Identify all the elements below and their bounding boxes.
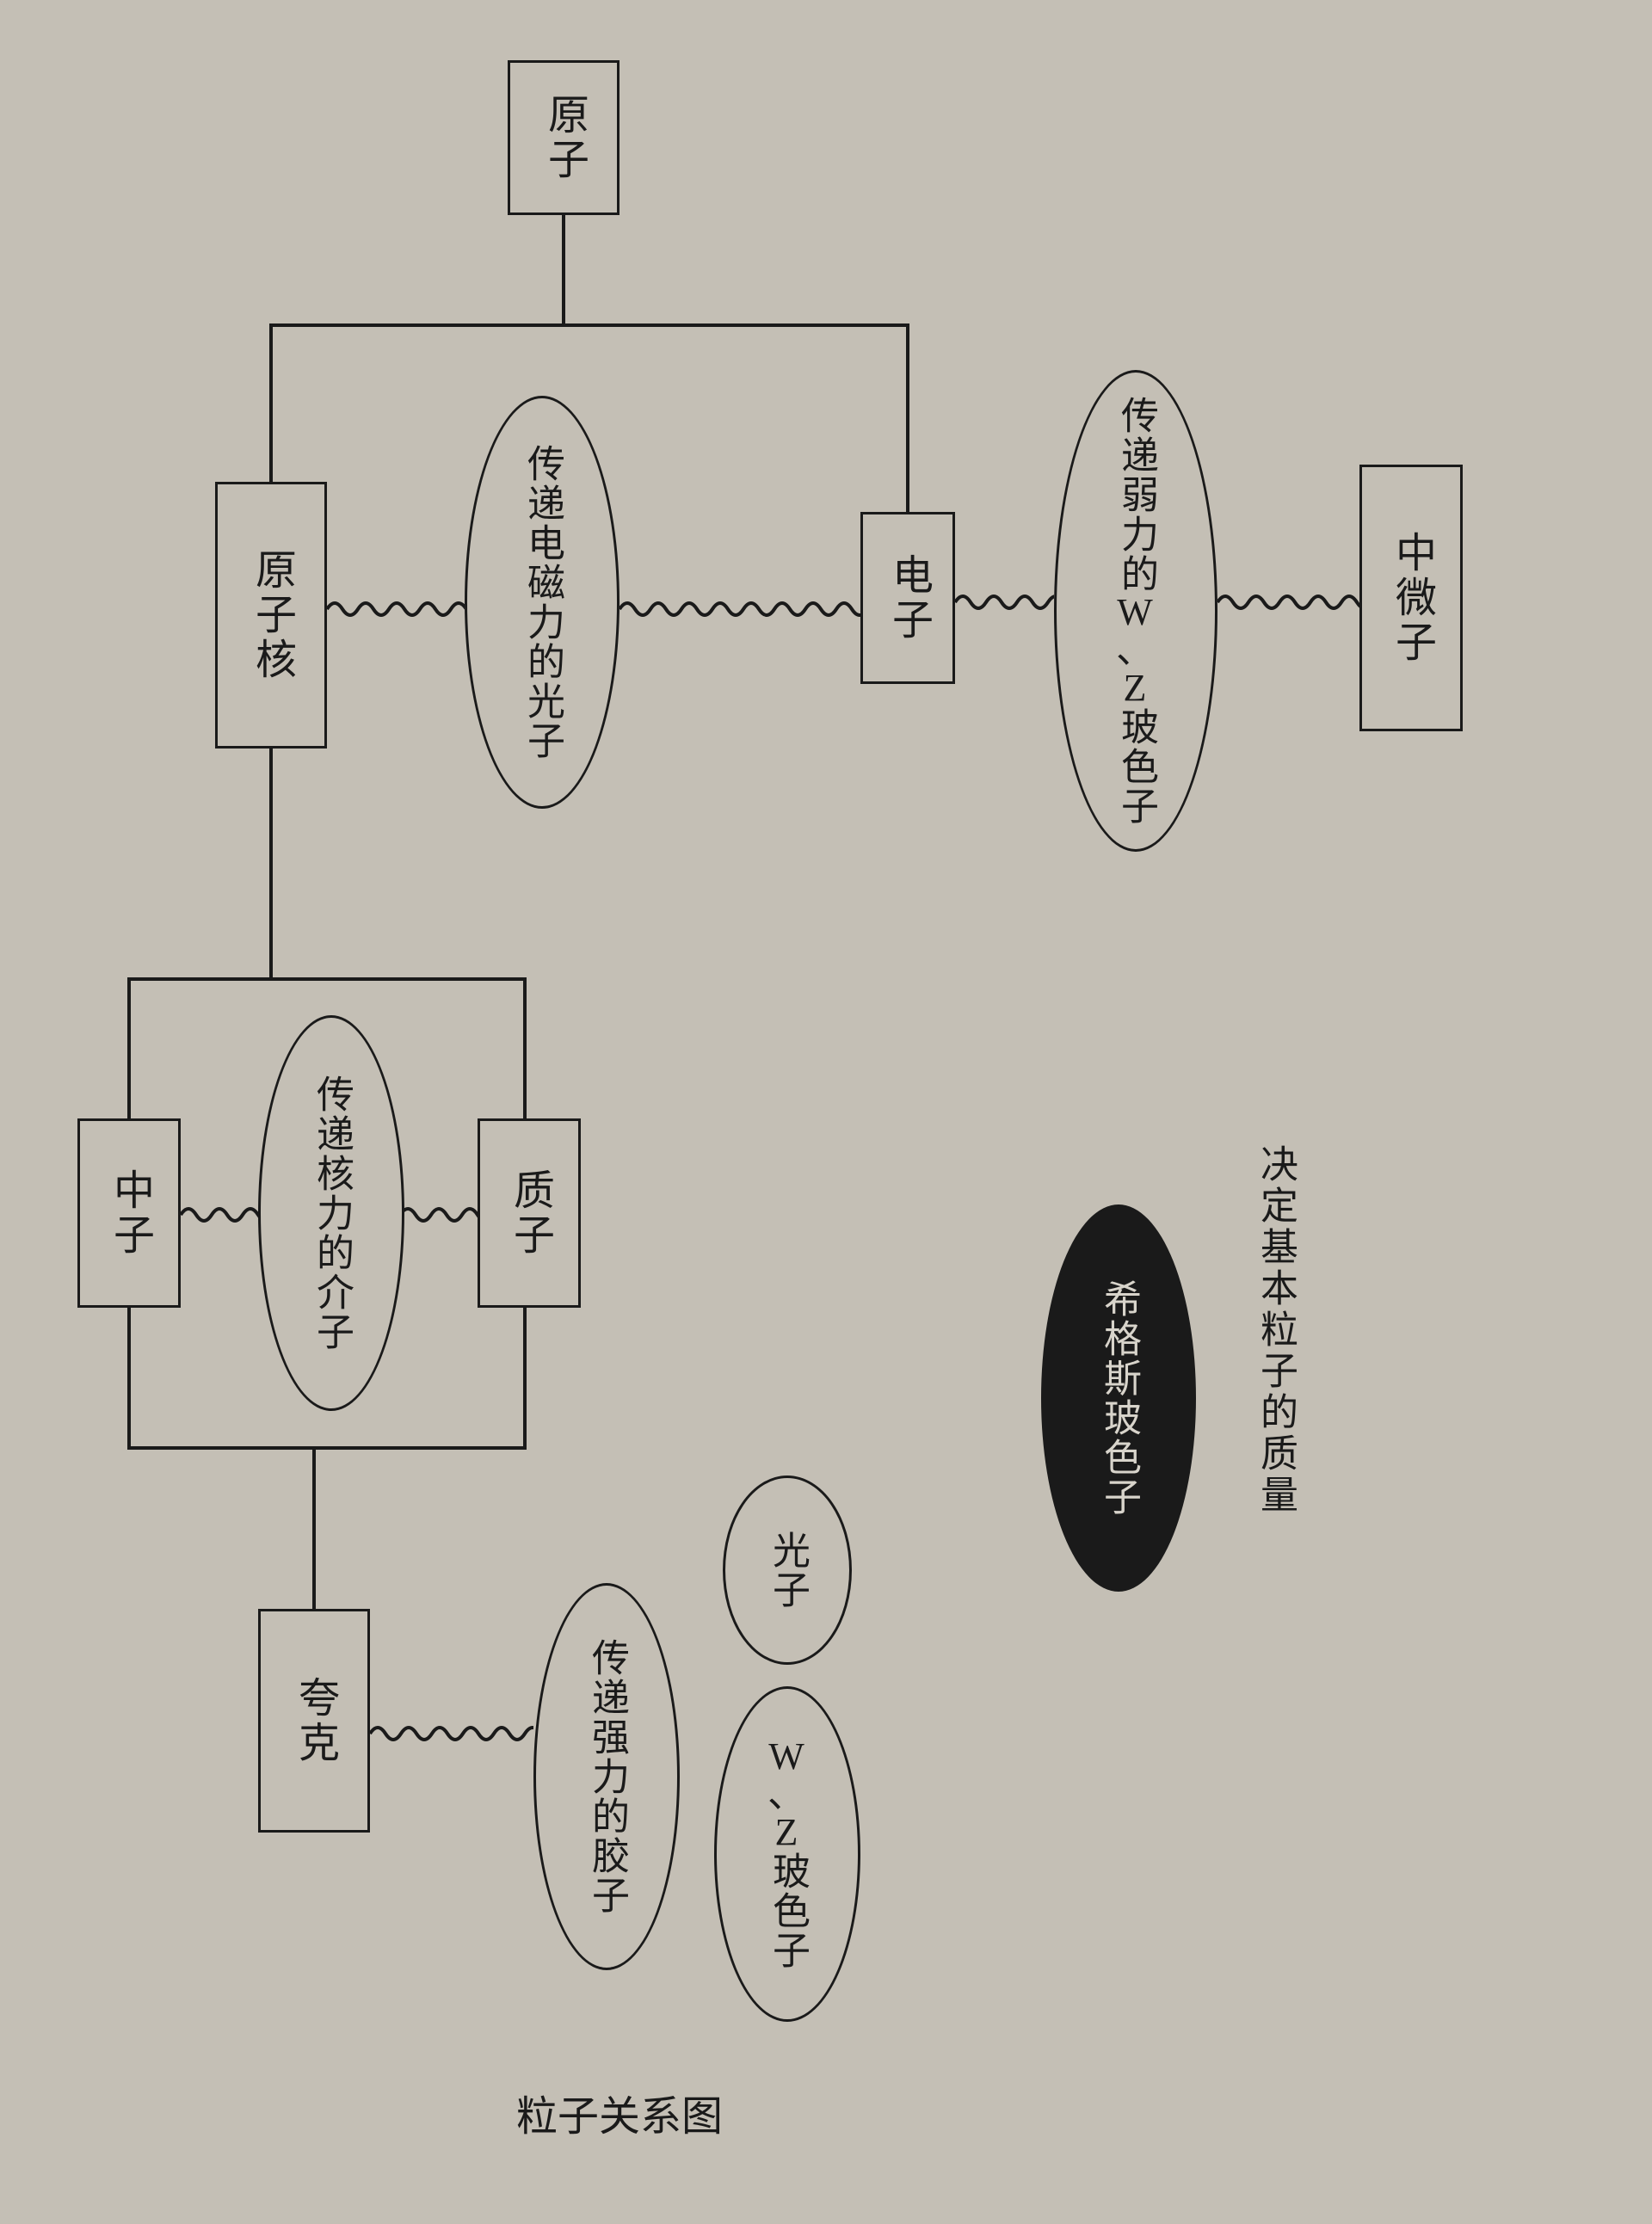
wavy-line-5 [400,1199,478,1230]
connector-line-4 [269,749,273,981]
node-strong_gluon-label: 传递强力的胶子 [579,1638,634,1915]
wavy-line-6 [370,1718,533,1749]
wavy-line-1 [620,594,860,625]
node-nucleus-label: 原子核 [241,548,301,682]
diagram-title: 粒子关系图 [516,2082,723,2142]
node-nucleus: 原子核 [215,482,327,749]
node-proton: 质子 [478,1118,581,1308]
node-quark: 夸克 [258,1609,370,1833]
connector-line-9 [523,1308,527,1450]
wavy-line-2 [955,587,1054,618]
connector-line-10 [127,1446,527,1450]
connector-line-8 [127,1308,131,1450]
connector-line-1 [269,323,909,327]
node-neutrino: 中微子 [1359,465,1463,731]
node-wz_small: W、Z玻色子 [714,1686,860,2022]
wavy-line-3 [1217,587,1359,618]
node-photon_small-label: 光子 [760,1531,815,1610]
node-neutron: 中子 [77,1118,181,1308]
node-nuclear_meson: 传递核力的介子 [258,1015,404,1411]
node-nuclear_meson-label: 传递核力的介子 [304,1075,359,1352]
node-atom-label: 原子 [533,93,594,182]
wavy-line-4 [181,1199,262,1230]
node-em_photon-label: 传递电磁力的光子 [515,444,570,761]
node-atom: 原子 [508,60,620,215]
connector-line-2 [269,323,273,483]
connector-line-6 [127,977,131,1119]
node-electron-label: 电子 [878,553,938,643]
higgs-caption: 决定基本粒子的质量 [1248,1144,1303,1516]
node-proton-label: 质子 [499,1168,559,1258]
node-em_photon: 传递电磁力的光子 [465,396,620,809]
connector-line-3 [906,323,909,513]
node-weak_boson: 传递弱力的W、Z玻色子 [1054,370,1217,852]
connector-line-11 [312,1446,316,1610]
connector-line-5 [127,977,527,981]
wavy-line-0 [327,594,465,625]
node-higgs: 希格斯玻色子 [1041,1204,1196,1592]
node-strong_gluon: 传递强力的胶子 [533,1583,680,1970]
connector-line-0 [562,215,565,327]
node-neutron-label: 中子 [99,1168,159,1258]
node-neutrino-label: 中微子 [1381,531,1441,665]
node-electron: 电子 [860,512,955,684]
node-photon_small: 光子 [723,1475,852,1665]
node-quark-label: 夸克 [284,1676,344,1765]
connector-line-7 [523,977,527,1119]
node-higgs-label: 希格斯玻色子 [1091,1279,1146,1517]
